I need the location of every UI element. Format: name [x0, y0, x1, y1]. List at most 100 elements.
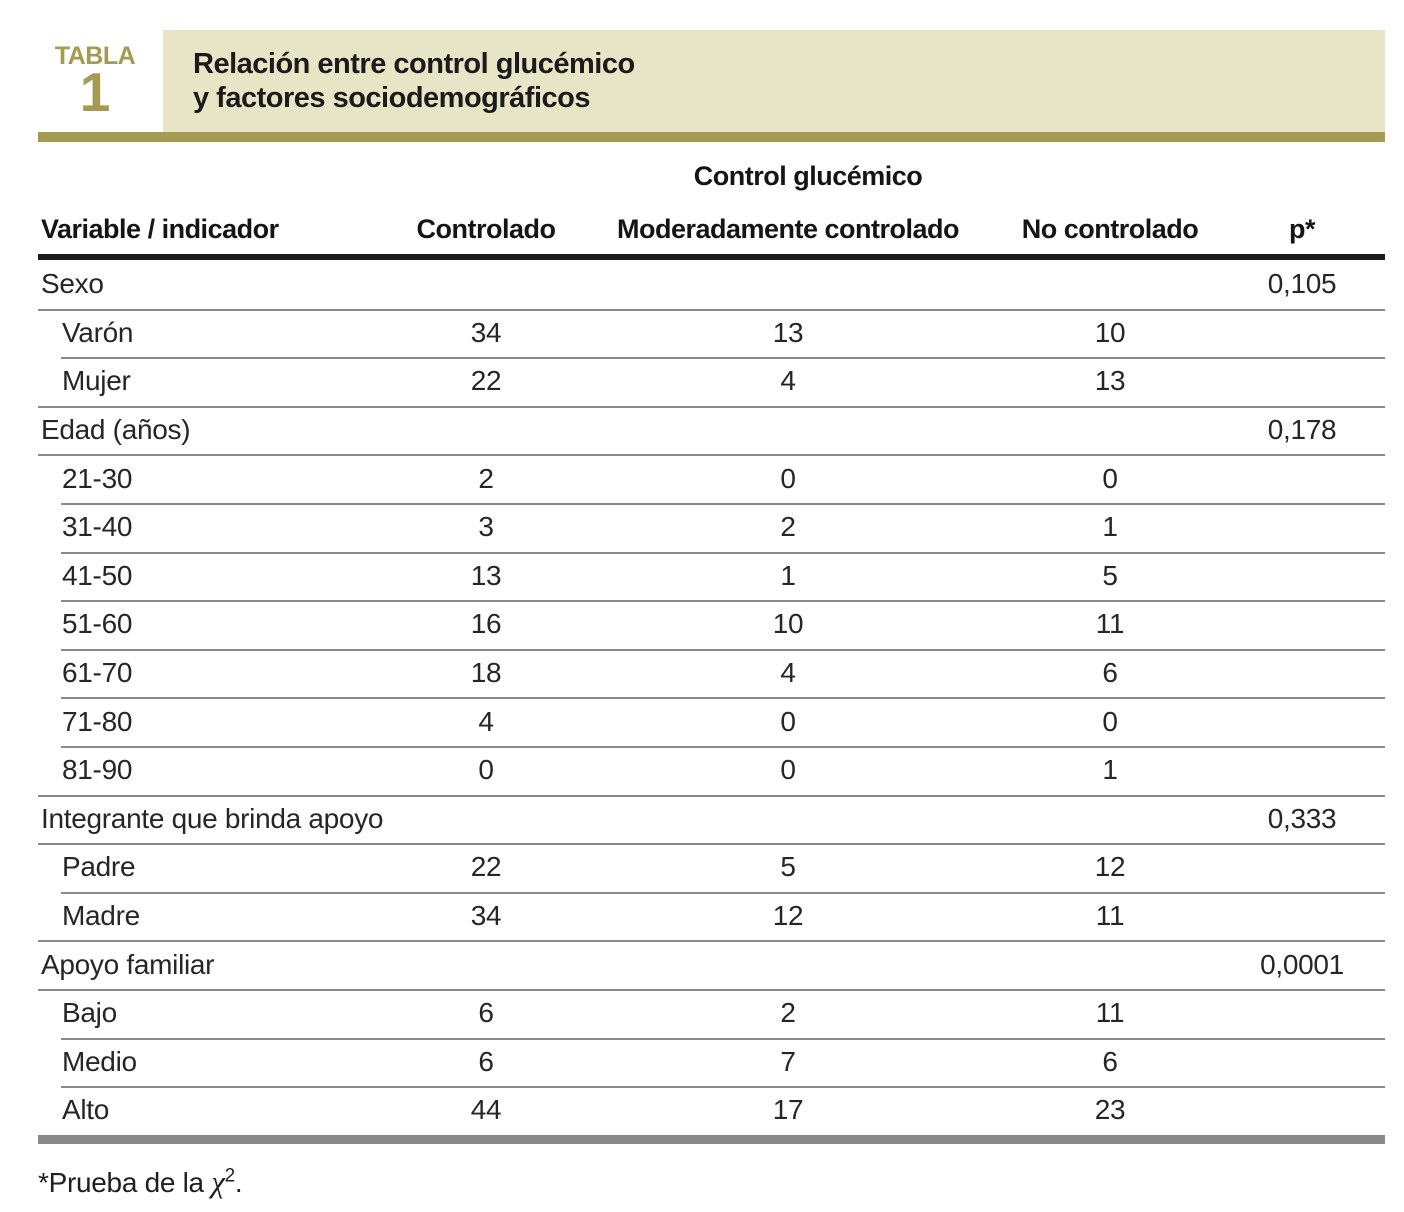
- cell-value: 6: [1102, 1045, 1118, 1077]
- olive-accent-bar: [38, 132, 1385, 142]
- data-row: 41-50 13 1 5: [38, 551, 1385, 601]
- row-label: Medio: [62, 1045, 137, 1077]
- row-label: Mujer: [62, 365, 131, 397]
- data-row: Madre 34 12 11: [38, 891, 1385, 941]
- section-row: Sexo 0,105: [38, 260, 1385, 309]
- cell-value: 11: [1095, 608, 1125, 640]
- column-header-controlado: Controlado: [416, 214, 556, 244]
- cell-value: 10: [772, 608, 804, 640]
- cell-value: 11: [1095, 997, 1125, 1029]
- footnote-marker: *: [38, 1166, 49, 1198]
- section-label: Integrante que brinda apoyo: [41, 802, 384, 834]
- table-body: Sexo 0,105 Varón 34 13 10 Mujer 22 4 13 Edad (años…: [38, 260, 1385, 1135]
- footnote-text: Prueba de la: [48, 1166, 212, 1198]
- footnote: *Prueba de la χ2.: [38, 1164, 1404, 1200]
- row-label: Alto: [62, 1094, 110, 1126]
- cell-value: 5: [780, 851, 796, 883]
- cell-value: 18: [470, 657, 502, 689]
- cell-value: 11: [1095, 900, 1125, 932]
- cell-value: 6: [478, 1045, 494, 1077]
- data-row: 51-60 16 10 11: [38, 600, 1385, 649]
- cell-value: 1: [780, 559, 796, 591]
- p-value: 0,105: [1267, 268, 1337, 300]
- cell-value: 23: [1094, 1094, 1126, 1126]
- column-header-no-controlado: No controlado: [1021, 214, 1199, 244]
- cell-value: 2: [780, 997, 796, 1029]
- cell-value: 13: [772, 316, 804, 348]
- row-label: 41-50: [62, 559, 133, 591]
- cell-value: 6: [478, 997, 494, 1029]
- cell-value: 12: [772, 900, 804, 932]
- title-line-2: y factores sociodemográficos: [193, 82, 590, 114]
- glycemic-control-spanner: Control glucémico: [693, 161, 923, 191]
- cell-value: 0: [478, 754, 494, 786]
- cell-value: 16: [470, 608, 502, 640]
- cell-value: 0: [780, 462, 796, 494]
- header-thick-rule: [38, 254, 1385, 260]
- data-row: Varón 34 13 10: [38, 308, 1385, 358]
- row-label: 81-90: [62, 754, 133, 786]
- section-row: Integrante que brinda apoyo 0,333: [38, 794, 1385, 844]
- column-header-p: p*: [1289, 214, 1316, 244]
- cell-value: 1: [1102, 754, 1118, 786]
- row-label: 51-60: [62, 608, 133, 640]
- cell-value: 0: [780, 705, 796, 737]
- row-label: Padre: [62, 851, 136, 883]
- cell-value: 3: [478, 511, 494, 543]
- cell-value: 6: [1102, 657, 1118, 689]
- table-header-band: Relación entre control glucémico y facto…: [0, 0, 1404, 142]
- row-label: 31-40: [62, 511, 133, 543]
- column-header-variable: Variable / indicador: [41, 214, 279, 244]
- section-label: Sexo: [41, 268, 104, 300]
- column-header-row: Variable / indicador Controlado Moderada…: [38, 194, 1385, 254]
- row-label: Madre: [62, 900, 140, 932]
- table-bottom-bar: [38, 1134, 1385, 1144]
- row-label: 61-70: [62, 657, 133, 689]
- cell-value: 17: [772, 1094, 804, 1126]
- cell-value: 0: [780, 754, 796, 786]
- cell-value: 12: [1094, 851, 1126, 883]
- chi-symbol: χ: [211, 1163, 225, 1199]
- cell-value: 4: [780, 365, 796, 397]
- title-box: Relación entre control glucémico y facto…: [163, 30, 1385, 132]
- cell-value: 34: [470, 316, 502, 348]
- tabla-number: 1: [79, 61, 111, 123]
- data-row: 81-90 0 0 1: [38, 745, 1385, 795]
- cell-value: 34: [470, 900, 502, 932]
- cell-value: 4: [780, 657, 796, 689]
- section-row: Edad (años) 0,178: [38, 405, 1385, 455]
- p-value: 0,0001: [1260, 948, 1344, 980]
- cell-value: 0: [1102, 462, 1118, 494]
- data-row: 21-30 2 0 0: [38, 454, 1385, 503]
- cell-value: 7: [780, 1045, 796, 1077]
- data-row: Medio 6 7 6: [38, 1037, 1385, 1087]
- cell-value: 5: [1102, 559, 1118, 591]
- row-label: 21-30: [62, 462, 133, 494]
- p-value: 0,178: [1267, 414, 1337, 446]
- data-row: Bajo 6 2 11: [38, 988, 1385, 1038]
- section-label: Edad (años): [41, 414, 191, 446]
- cell-value: 22: [470, 365, 502, 397]
- footnote-superscript: 2: [224, 1165, 236, 1187]
- data-row: Alto 44 17 23: [38, 1086, 1385, 1135]
- data-row: 61-70 18 4 6: [38, 648, 1385, 698]
- data-row: 31-40 3 2 1: [38, 502, 1385, 552]
- title-line-1: Relación entre control glucémico: [193, 48, 635, 80]
- cell-value: 1: [1102, 511, 1118, 543]
- cell-value: 0: [1102, 705, 1118, 737]
- row-label: Varón: [62, 316, 134, 348]
- cell-value: 13: [1094, 365, 1126, 397]
- table: Control glucémico Variable / indicador C…: [38, 158, 1385, 1144]
- p-value: 0,333: [1267, 802, 1337, 834]
- cell-value: 2: [780, 511, 796, 543]
- cell-value: 4: [478, 705, 494, 737]
- cell-value: 13: [470, 559, 502, 591]
- section-row: Apoyo familiar 0,0001: [38, 940, 1385, 989]
- section-label: Apoyo familiar: [41, 948, 215, 980]
- cell-value: 44: [470, 1094, 502, 1126]
- data-row: Padre 22 5 12: [38, 843, 1385, 892]
- footnote-period: .: [234, 1166, 243, 1198]
- row-label: 71-80: [62, 705, 133, 737]
- column-header-moderadamente: Moderadamente controlado: [616, 214, 960, 244]
